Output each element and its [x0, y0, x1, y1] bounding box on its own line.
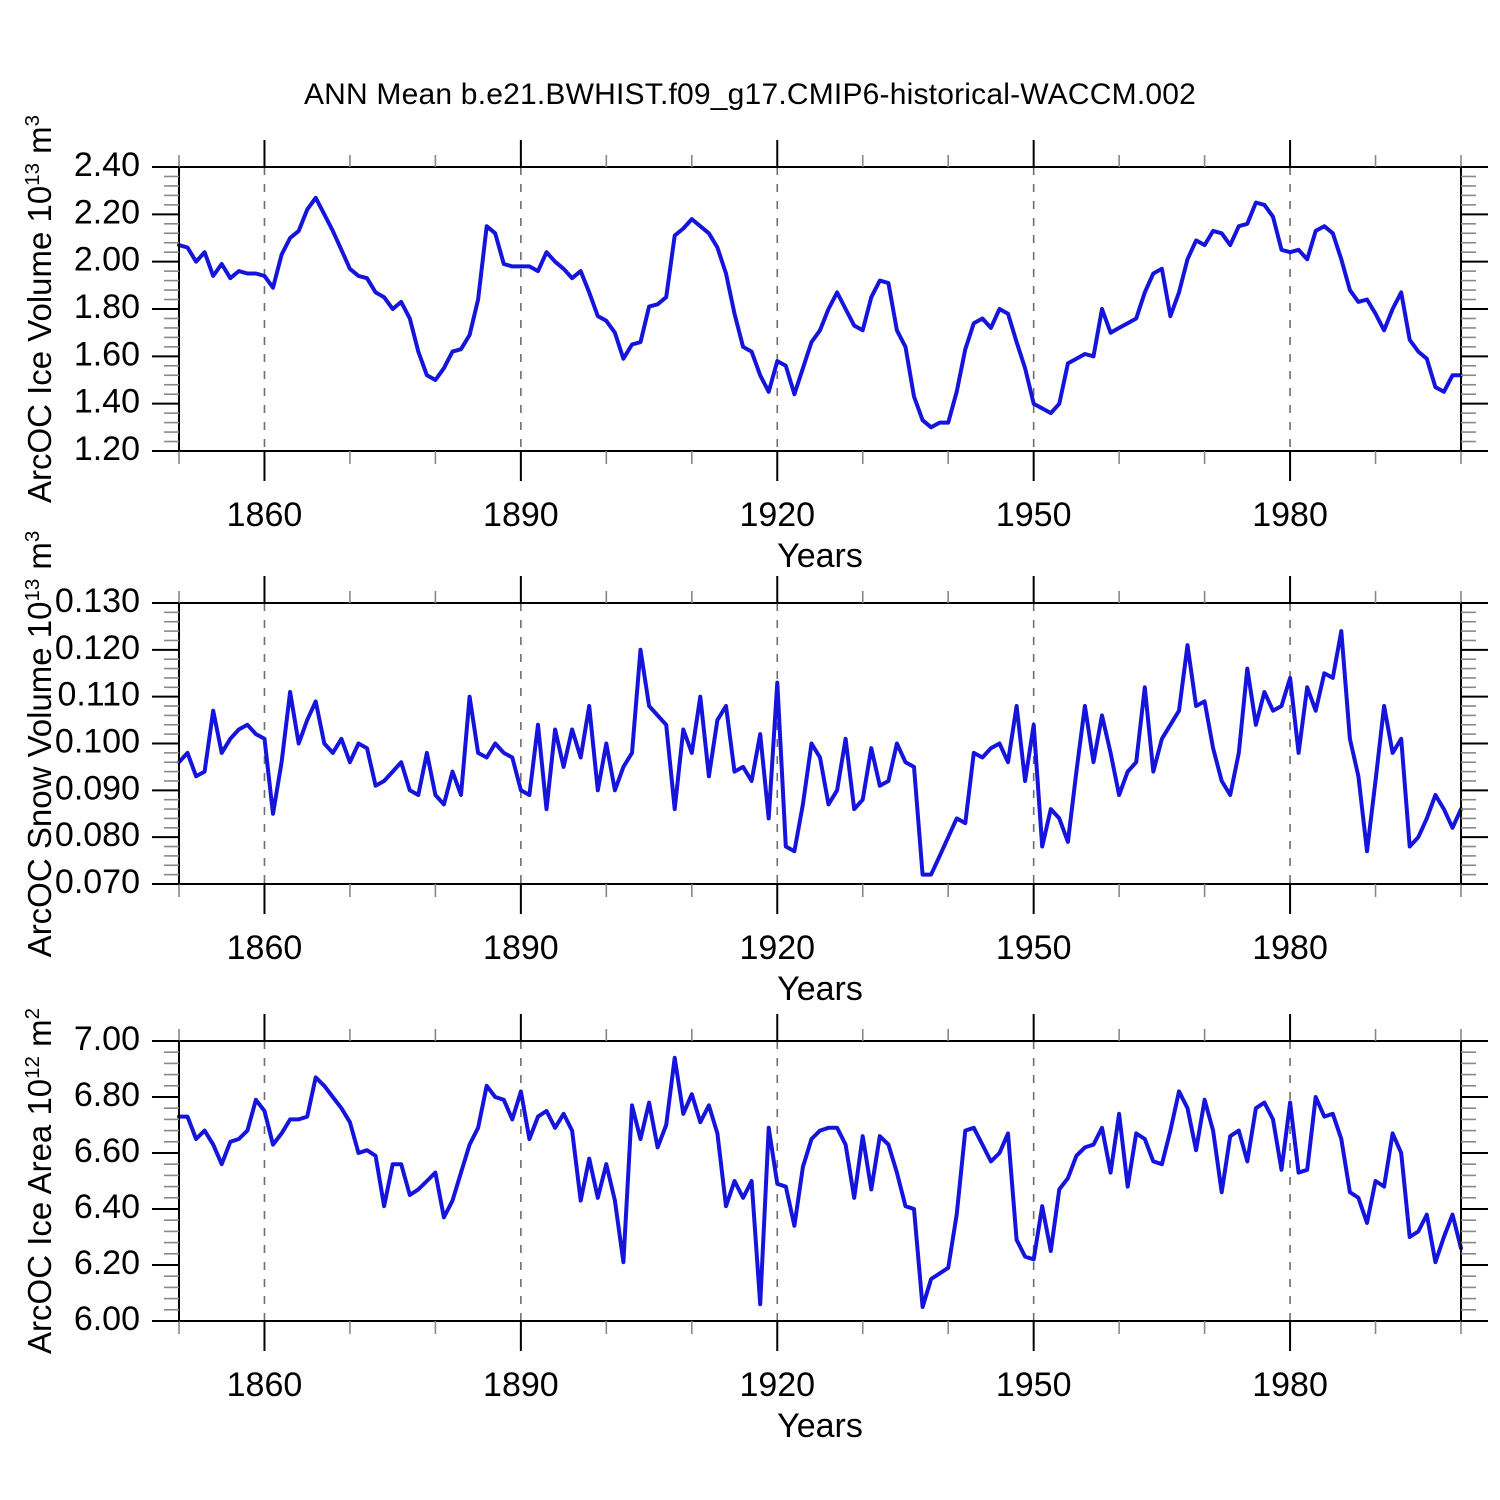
y-axis-title-ice-area: ArcOC Ice Area 1012 m2 — [21, 1008, 58, 1354]
x-tick-labels-snow-volume: 1860 1890 1920 1950 1980 — [227, 929, 1328, 967]
grid-ice-volume — [263, 167, 1291, 451]
svg-text:6.00: 6.00 — [74, 1300, 140, 1338]
panel-ice-volume: 1860 1890 1920 1950 1980 1.20 1.40 1.60 1.80 2.00… — [74, 140, 1488, 575]
y-tick-labels-ice-area: 6.00 6.20 6.40 6.60 6.80 7.00 — [74, 1020, 140, 1338]
svg-text:6.60: 6.60 — [74, 1132, 140, 1170]
x-axis-title-ice-volume: Years — [777, 537, 863, 575]
svg-text:1950: 1950 — [996, 496, 1072, 534]
x-tick-labels-ice-area: 1860 1890 1920 1950 1980 — [227, 1366, 1328, 1404]
svg-text:6.40: 6.40 — [74, 1188, 140, 1226]
x-tick-labels-ice-volume: 1860 1890 1920 1950 1980 — [227, 496, 1328, 534]
page-title: ANN Mean b.e21.BWHIST.f09_g17.CMIP6-hist… — [303, 78, 1197, 111]
svg-text:0.070: 0.070 — [55, 863, 140, 901]
svg-text:2.40: 2.40 — [74, 146, 140, 184]
svg-text:1.20: 1.20 — [74, 430, 140, 468]
series-snow-volume — [177, 629, 1463, 877]
svg-text:1890: 1890 — [483, 929, 559, 967]
svg-text:1980: 1980 — [1252, 929, 1328, 967]
svg-text:1980: 1980 — [1252, 1366, 1328, 1404]
svg-text:1890: 1890 — [483, 1366, 559, 1404]
svg-text:6.20: 6.20 — [74, 1244, 140, 1282]
svg-text:1.60: 1.60 — [74, 335, 140, 373]
y-tick-labels-ice-volume: 1.20 1.40 1.60 1.80 2.00 2.20 2.40 — [74, 146, 140, 468]
svg-text:1860: 1860 — [227, 1366, 303, 1404]
svg-text:1860: 1860 — [227, 496, 303, 534]
svg-text:1920: 1920 — [739, 929, 815, 967]
series-ice-area — [177, 1055, 1463, 1309]
svg-text:0.090: 0.090 — [55, 769, 140, 807]
svg-text:1950: 1950 — [996, 929, 1072, 967]
svg-text:1920: 1920 — [739, 1366, 815, 1404]
svg-text:1.80: 1.80 — [74, 288, 140, 326]
svg-text:1.40: 1.40 — [74, 383, 140, 421]
ticks-ice-area — [152, 1014, 1488, 1351]
grid-snow-volume — [263, 603, 1291, 884]
svg-text:7.00: 7.00 — [74, 1020, 140, 1058]
svg-text:0.130: 0.130 — [55, 582, 140, 620]
svg-text:0.100: 0.100 — [55, 722, 140, 760]
svg-text:0.120: 0.120 — [55, 629, 140, 667]
panel-ice-area: 1860 1890 1920 1950 1980 6.00 6.20 6.40 6.60 6.80… — [74, 1014, 1488, 1445]
ticks-snow-volume — [152, 576, 1488, 914]
svg-text:0.110: 0.110 — [57, 676, 140, 714]
svg-text:2.00: 2.00 — [74, 241, 140, 279]
svg-text:1890: 1890 — [483, 496, 559, 534]
svg-text:1950: 1950 — [996, 1366, 1072, 1404]
y-tick-labels-snow-volume: 0.070 0.080 0.090 0.100 0.110 0.120 0.130 — [55, 582, 140, 901]
svg-text:2.20: 2.20 — [74, 193, 140, 231]
svg-text:1860: 1860 — [227, 929, 303, 967]
x-axis-title-ice-area: Years — [777, 1407, 863, 1445]
x-axis-title-snow-volume: Years — [777, 970, 863, 1008]
svg-text:6.80: 6.80 — [74, 1076, 140, 1114]
series-ice-volume — [177, 195, 1463, 430]
frame-ice-area — [178, 1040, 1462, 1322]
ticks-ice-volume — [152, 140, 1488, 481]
svg-text:0.080: 0.080 — [55, 816, 140, 854]
frame-snow-volume — [178, 602, 1462, 885]
panel-snow-volume: 1860 1890 1920 1950 1980 0.070 0.080 0.090 0.100… — [55, 576, 1488, 1008]
svg-text:1920: 1920 — [739, 496, 815, 534]
svg-text:1980: 1980 — [1252, 496, 1328, 534]
